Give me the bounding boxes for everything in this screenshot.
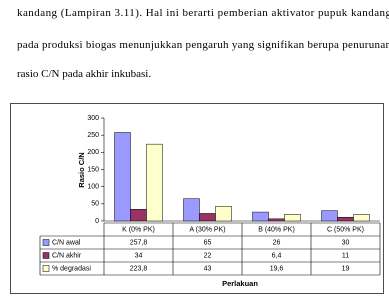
bar [183,198,200,222]
x-tick-label: A (30% PK) [189,226,225,233]
y-tick-label: 150 [87,166,99,173]
y-tick-label: 300 [87,115,99,122]
bar [114,132,131,222]
table-value: 223,8 [130,265,148,272]
legend-label: % degradasi [52,265,91,272]
table-value: 6,4 [272,252,282,259]
bar [353,214,370,222]
x-tick-label: B (40% PK) [258,226,295,233]
paragraph-line: rasio C/N pada akhir inkubasi. [17,68,151,80]
x-axis-title: Perlakuan [222,279,258,288]
table-value: 19 [342,265,350,272]
table-value: 43 [204,265,212,272]
bar [321,210,338,222]
table-value: 30 [342,239,350,246]
y-tick-label: 0 [95,218,99,225]
table-value: 26 [273,239,281,246]
legend-swatch [42,252,50,259]
paragraph-line: kandang (Lampiran 3.11). Hal ini berarti… [17,7,389,19]
table-value: 257,8 [130,239,148,246]
bar [337,216,354,222]
bar [130,209,147,222]
legend-label: C/N akhir [52,252,82,259]
bar [199,213,216,222]
legend-swatch [42,265,50,272]
y-tick-label: 250 [87,132,99,139]
legend-label: C/N awal [52,239,81,246]
y-tick-label: 200 [87,149,99,156]
x-tick-label: K (0% PK) [122,226,155,233]
x-tick-label: C (50% PK) [327,226,364,233]
table-value: 65 [204,239,212,246]
bar [284,214,301,222]
table-value: 22 [204,252,212,259]
bar [252,211,269,222]
chart: 0 50 100 150 200 250 300 K (0% PK) A (30% PK) B (… [39,115,381,276]
bar [268,218,285,222]
bar [146,143,163,222]
y-tick-label: 100 [87,184,99,191]
table-value: 11 [342,252,349,259]
y-tick-label: 50 [91,201,99,208]
legend-swatch [42,239,50,246]
bar [215,205,232,222]
table-value: 34 [135,252,143,259]
table-value: 19,6 [270,265,284,272]
paragraph-line: pada produksi biogas menunjukkan pengaru… [17,39,389,51]
y-axis-title: Rasio C/N [77,152,86,187]
